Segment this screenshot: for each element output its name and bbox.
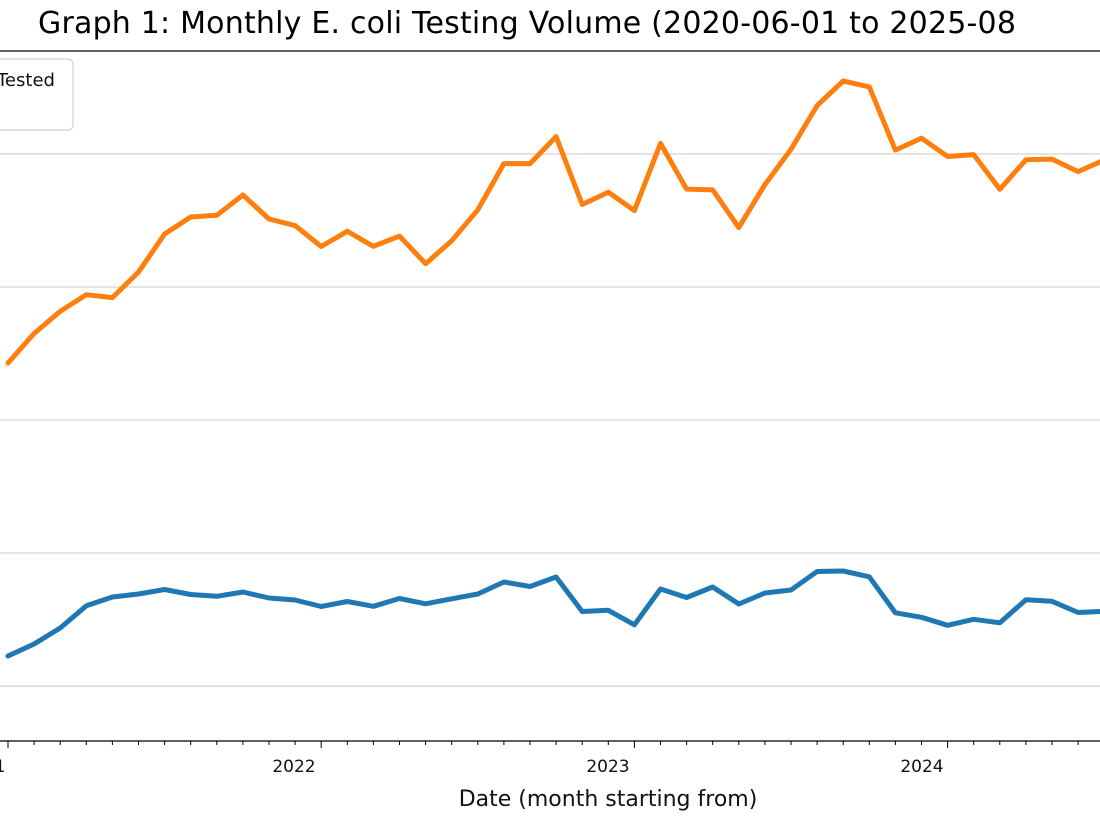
series-lines — [5, 78, 1100, 659]
chart-title: Graph 1: Monthly E. coli Testing Volume … — [38, 6, 1017, 41]
legend-entry-tested: Tested — [0, 70, 55, 91]
series-line-tested — [5, 78, 1100, 366]
x-axis-label: Date (month starting from) — [459, 787, 758, 812]
x-tick-label: 2022 — [272, 757, 315, 777]
grid-lines — [0, 153, 1100, 687]
legend-box — [0, 58, 74, 131]
axes: 1 2022 2023 2024 — [0, 50, 1100, 777]
x-tick-label: 1 — [0, 757, 5, 777]
series-line-secondary — [5, 568, 1100, 659]
legend: Tested — [0, 58, 74, 131]
x-tick-label: 2023 — [586, 757, 629, 777]
x-tick-label: 2024 — [900, 757, 943, 777]
